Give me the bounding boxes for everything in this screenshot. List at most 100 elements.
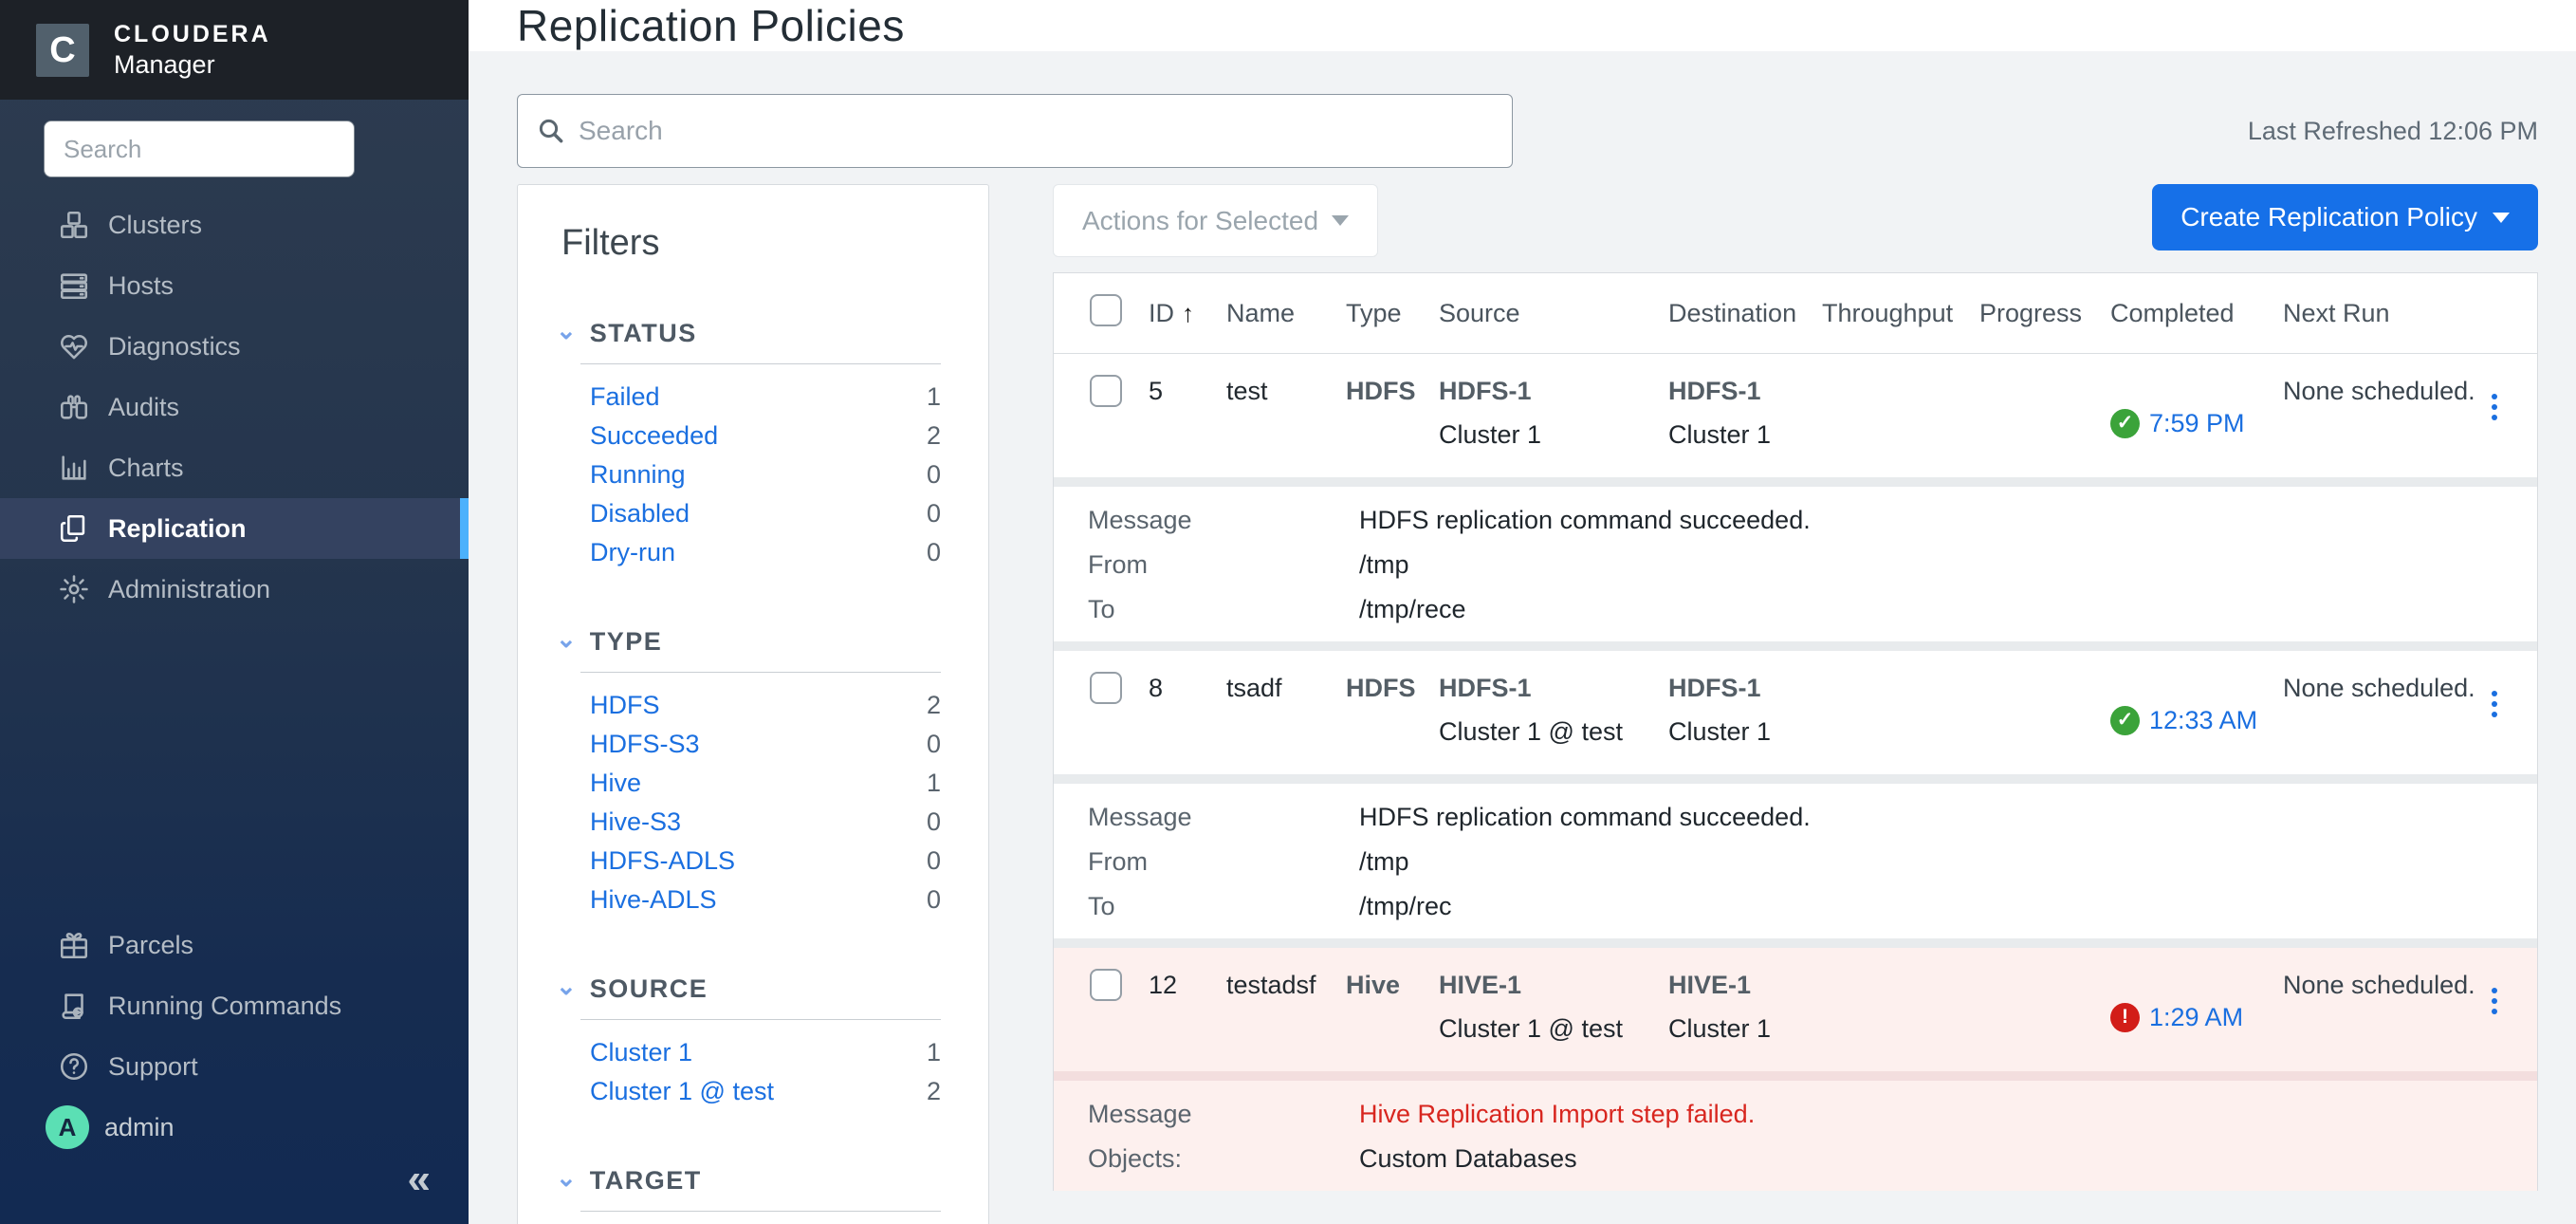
filter-count: 0: [926, 538, 941, 566]
cell-source: HDFS-1 Cluster 1 @ test: [1439, 674, 1623, 746]
filter-link[interactable]: Disabled: [590, 499, 690, 528]
sidebar-item-diagnostics[interactable]: Diagnostics: [0, 316, 469, 377]
filter-section-status: ⌄ STATUS Failed 1 Succeeded 2 Running 0 Disabled…: [556, 316, 941, 572]
filters-title: Filters: [561, 223, 660, 263]
success-check-icon: ✓: [2110, 408, 2140, 438]
completed-time-link[interactable]: 1:29 AM: [2149, 1003, 2244, 1031]
sidebar-item-running-commands[interactable]: Running Commands: [0, 975, 469, 1036]
filter-item: Cluster 1 @ test 2: [590, 1072, 941, 1111]
filter-item: Hive-ADLS 0: [590, 881, 941, 919]
cell-id: 8: [1149, 674, 1164, 702]
row-actions-kebab-icon[interactable]: [2482, 980, 2507, 1022]
row-actions-kebab-icon[interactable]: [2482, 683, 2507, 725]
policies-search-input[interactable]: [579, 116, 1493, 146]
column-header-type[interactable]: Type: [1346, 298, 1402, 327]
divider: [580, 672, 941, 673]
chevron-down-icon: ⌄: [556, 624, 577, 653]
column-header-destination[interactable]: Destination: [1668, 298, 1797, 327]
brand[interactable]: C CLOUDERA Manager: [0, 0, 469, 100]
row-actions-kebab-icon[interactable]: [2482, 386, 2507, 428]
filter-section-label: TYPE: [589, 627, 663, 656]
detail-row: Message HDFS replication command succeede…: [1054, 795, 2537, 840]
completed-time-link[interactable]: 12:33 AM: [2149, 706, 2258, 734]
select-all-checkbox[interactable]: [1090, 293, 1122, 326]
filter-count: 1: [926, 382, 941, 411]
filter-link[interactable]: Cluster 1: [590, 1038, 693, 1066]
filter-section-header[interactable]: ⌄ SOURCE: [556, 972, 941, 1004]
filter-item: Hive 1: [590, 764, 941, 803]
page-title: Replication Policies: [517, 1, 905, 50]
sidebar-item-clusters[interactable]: Clusters: [0, 195, 469, 255]
filter-link[interactable]: Running: [590, 460, 686, 489]
filter-item: Hive-S3 0: [590, 803, 941, 842]
filter-link[interactable]: Hive-S3: [590, 807, 682, 836]
detail-row: Message HDFS replication command succeede…: [1054, 498, 2537, 543]
sidebar-item-charts[interactable]: Charts: [0, 437, 469, 498]
sidebar-item-parcels[interactable]: Parcels: [0, 915, 469, 975]
sidebar-item-support[interactable]: Support: [0, 1036, 469, 1097]
create-replication-policy-button[interactable]: Create Replication Policy: [2152, 184, 2538, 250]
column-header-throughput[interactable]: Throughput: [1822, 298, 1954, 327]
cell-next-run: None scheduled.: [2283, 971, 2475, 999]
cell-throughput: [1822, 666, 1979, 774]
nav-item-label: Charts: [108, 453, 184, 482]
filter-link[interactable]: HDFS-ADLS: [590, 846, 736, 875]
row-checkbox[interactable]: [1090, 672, 1122, 704]
actions-for-selected-button[interactable]: Actions for Selected: [1053, 184, 1379, 257]
chevron-down-icon: [2493, 212, 2510, 223]
filter-section-header[interactable]: ⌄ TARGET: [556, 1163, 941, 1196]
filter-link[interactable]: Cluster 1 @ test: [590, 1077, 774, 1105]
filter-link[interactable]: HDFS: [590, 691, 660, 719]
user-avatar: A: [46, 1105, 89, 1149]
sidebar-search-input[interactable]: [44, 121, 355, 177]
nav-item-label: Parcels: [108, 930, 194, 959]
filter-section-header[interactable]: ⌄ STATUS: [556, 316, 941, 348]
column-header-next-run[interactable]: Next Run: [2283, 298, 2390, 327]
completed-time-link[interactable]: 7:59 PM: [2149, 409, 2245, 437]
filter-count: 1: [926, 769, 941, 797]
chevron-down-icon: [1332, 215, 1350, 226]
detail-row: To/tmp/rec: [1054, 884, 2537, 929]
sidebar-item-audits[interactable]: Audits: [0, 377, 469, 437]
content: Last Refreshed 12:06 PM Filters ⌄ STATUS F…: [469, 51, 2576, 1224]
column-header-progress[interactable]: Progress: [1979, 298, 2083, 327]
detail-row: From/tmp: [1054, 543, 2537, 587]
column-header-name[interactable]: Name: [1226, 298, 1296, 327]
replication-policies-table: ID ↑ Name Type Source Destination Throughput Pr…: [1053, 272, 2538, 1191]
filter-link[interactable]: HDFS-S3: [590, 730, 700, 758]
filter-section-header[interactable]: ⌄ TYPE: [556, 624, 941, 657]
sidebar-user[interactable]: A admin: [0, 1097, 469, 1158]
nav-item-label: Running Commands: [108, 991, 342, 1020]
filter-link[interactable]: Succeeded: [590, 421, 719, 450]
cell-id: 12: [1149, 971, 1178, 999]
filter-link[interactable]: Failed: [590, 382, 660, 411]
filter-count: 0: [926, 807, 941, 836]
column-header-source[interactable]: Source: [1439, 298, 1520, 327]
sidebar-collapse-icon[interactable]: «: [407, 1156, 431, 1202]
policy-row-5: 5 test HDFS HDFS-1 Cluster 1 HDFS-1 Cluster 1 ✓…: [1054, 354, 2537, 477]
row-checkbox[interactable]: [1090, 375, 1122, 407]
cell-id: 5: [1149, 377, 1164, 405]
row-checkbox[interactable]: [1090, 969, 1122, 1001]
cell-throughput: [1822, 963, 1979, 1071]
charts-icon: [53, 452, 95, 484]
filter-item: HDFS-S3 0: [590, 725, 941, 764]
filter-link[interactable]: Hive-ADLS: [590, 885, 717, 914]
filter-link[interactable]: Hive: [590, 769, 642, 797]
sidebar: C CLOUDERA Manager Clusters Hosts Diagnost…: [0, 0, 469, 1224]
sidebar-item-administration[interactable]: Administration: [0, 559, 469, 620]
sidebar-item-replication[interactable]: Replication: [0, 498, 469, 559]
support-icon: [53, 1050, 95, 1083]
column-header-completed[interactable]: Completed: [2110, 298, 2235, 327]
filter-link[interactable]: Dry-run: [590, 538, 676, 566]
cell-type: HDFS: [1346, 377, 1416, 405]
column-header-id[interactable]: ID ↑: [1149, 298, 1194, 327]
nav-item-label: Support: [108, 1051, 198, 1081]
filter-item: Cluster 1 1: [590, 1033, 941, 1072]
filter-item: Succeeded 2: [590, 417, 941, 455]
hosts-icon: [53, 269, 95, 302]
error-exclamation-icon: !: [2110, 1002, 2140, 1032]
sidebar-item-hosts[interactable]: Hosts: [0, 255, 469, 316]
filter-item: Dry-run 0: [590, 533, 941, 572]
detail-value: Hive Replication Import step failed.: [1359, 1100, 1756, 1128]
